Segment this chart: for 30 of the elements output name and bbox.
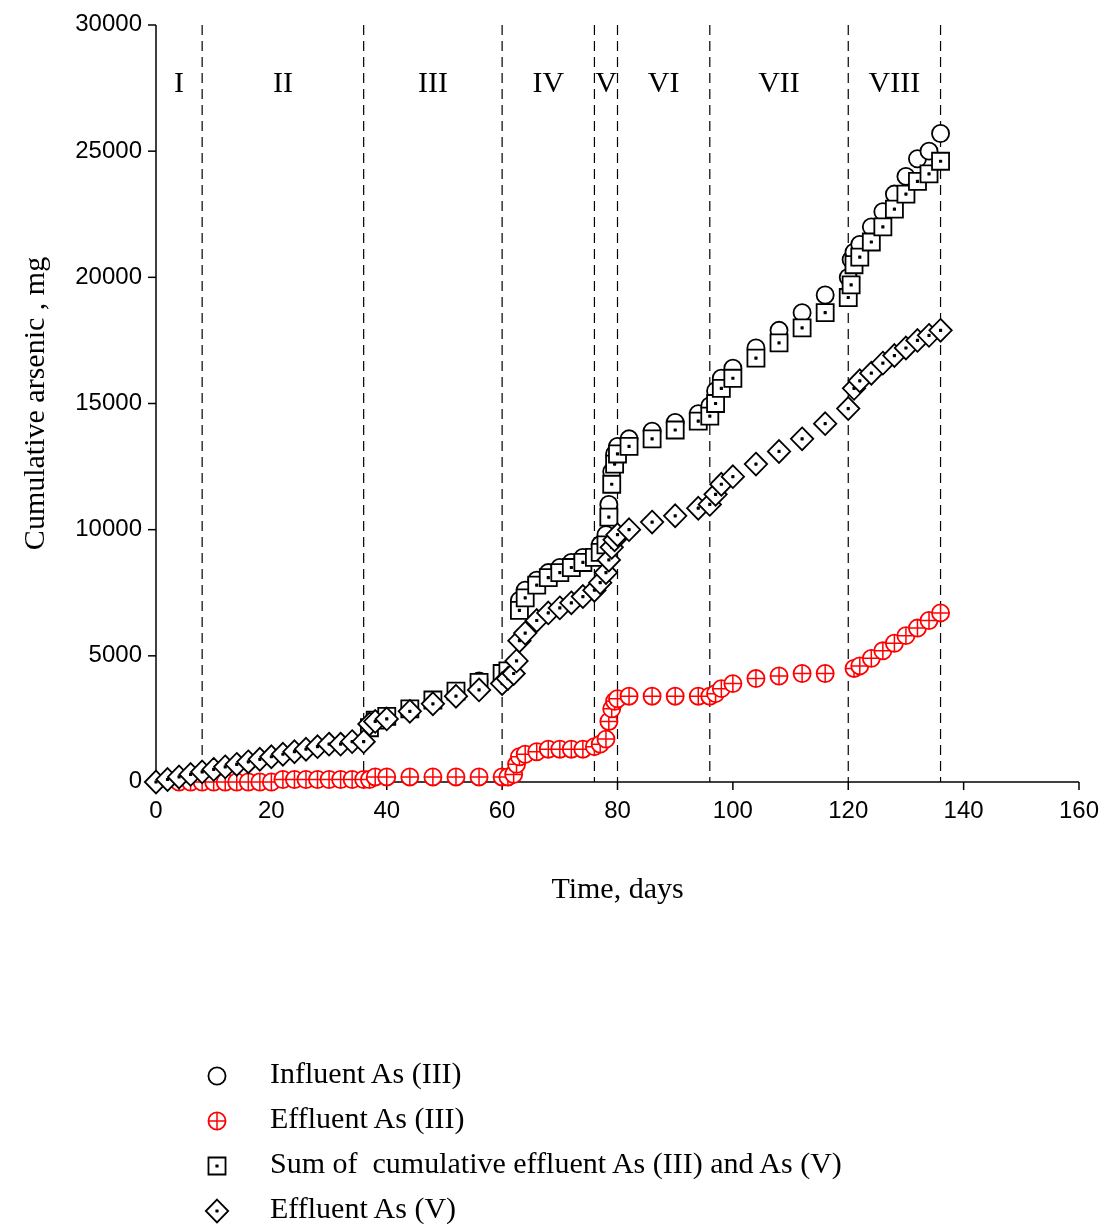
annotation: II: [272, 64, 293, 98]
annotation: I: [174, 64, 185, 98]
x-tick-label: 0: [149, 796, 163, 823]
annotation: VII: [758, 64, 800, 98]
y-tick-label: 10000: [75, 514, 142, 542]
y-tick-label: 15000: [75, 387, 142, 415]
annotation: VI: [647, 64, 680, 98]
x-axis-title: Time, days: [551, 871, 684, 904]
legend-label: Effluent As (III): [270, 1100, 465, 1135]
x-tick-label: 20: [258, 796, 285, 823]
annotation: VIII: [868, 64, 921, 98]
legend-label: Influent As (III): [270, 1055, 462, 1090]
x-tick-label: 80: [604, 796, 631, 823]
x-tick-label: 120: [828, 796, 869, 823]
x-tick-label: 160: [1058, 796, 1100, 823]
y-tick-label: 5000: [88, 640, 142, 668]
y-axis-title: Cumulative arsenic , mg: [17, 256, 50, 551]
legend-label: Sum of cumulative effluent As (III) and As (V): [270, 1145, 842, 1180]
x-tick-label: 40: [373, 796, 401, 823]
y-tick-label: 0: [128, 766, 142, 794]
legend-label: Effluent As (V): [270, 1190, 457, 1224]
x-tick-label: 140: [943, 796, 984, 823]
x-tick-label: 100: [712, 796, 753, 823]
y-tick-label: 30000: [75, 9, 142, 37]
annotation: IV: [532, 64, 565, 98]
annotation: III: [417, 64, 448, 98]
x-tick-label: 60: [488, 796, 516, 823]
y-tick-label: 20000: [75, 261, 142, 289]
y-tick-label: 25000: [75, 135, 142, 163]
annotation: V: [595, 64, 618, 98]
